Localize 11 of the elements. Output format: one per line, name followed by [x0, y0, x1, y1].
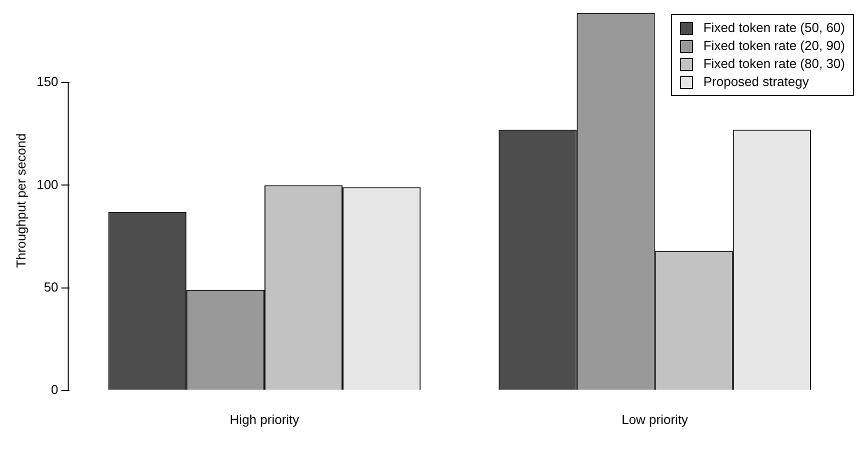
x-tick-label: High priority: [230, 412, 300, 427]
legend-label: Proposed strategy: [703, 73, 809, 91]
legend-label: Fixed token rate (50, 60): [703, 19, 845, 37]
y-axis-title: Throughput per second: [13, 133, 28, 268]
legend-label: Fixed token rate (20, 90): [703, 37, 845, 55]
y-tick-label: 0: [51, 382, 58, 397]
y-tick-label: 100: [36, 176, 58, 192]
y-tick-label: 50: [44, 279, 58, 294]
x-tick-label: Low priority: [622, 412, 689, 427]
legend-label: Fixed token rate (80, 30): [703, 55, 845, 73]
y-tick-label: 150: [36, 74, 58, 90]
